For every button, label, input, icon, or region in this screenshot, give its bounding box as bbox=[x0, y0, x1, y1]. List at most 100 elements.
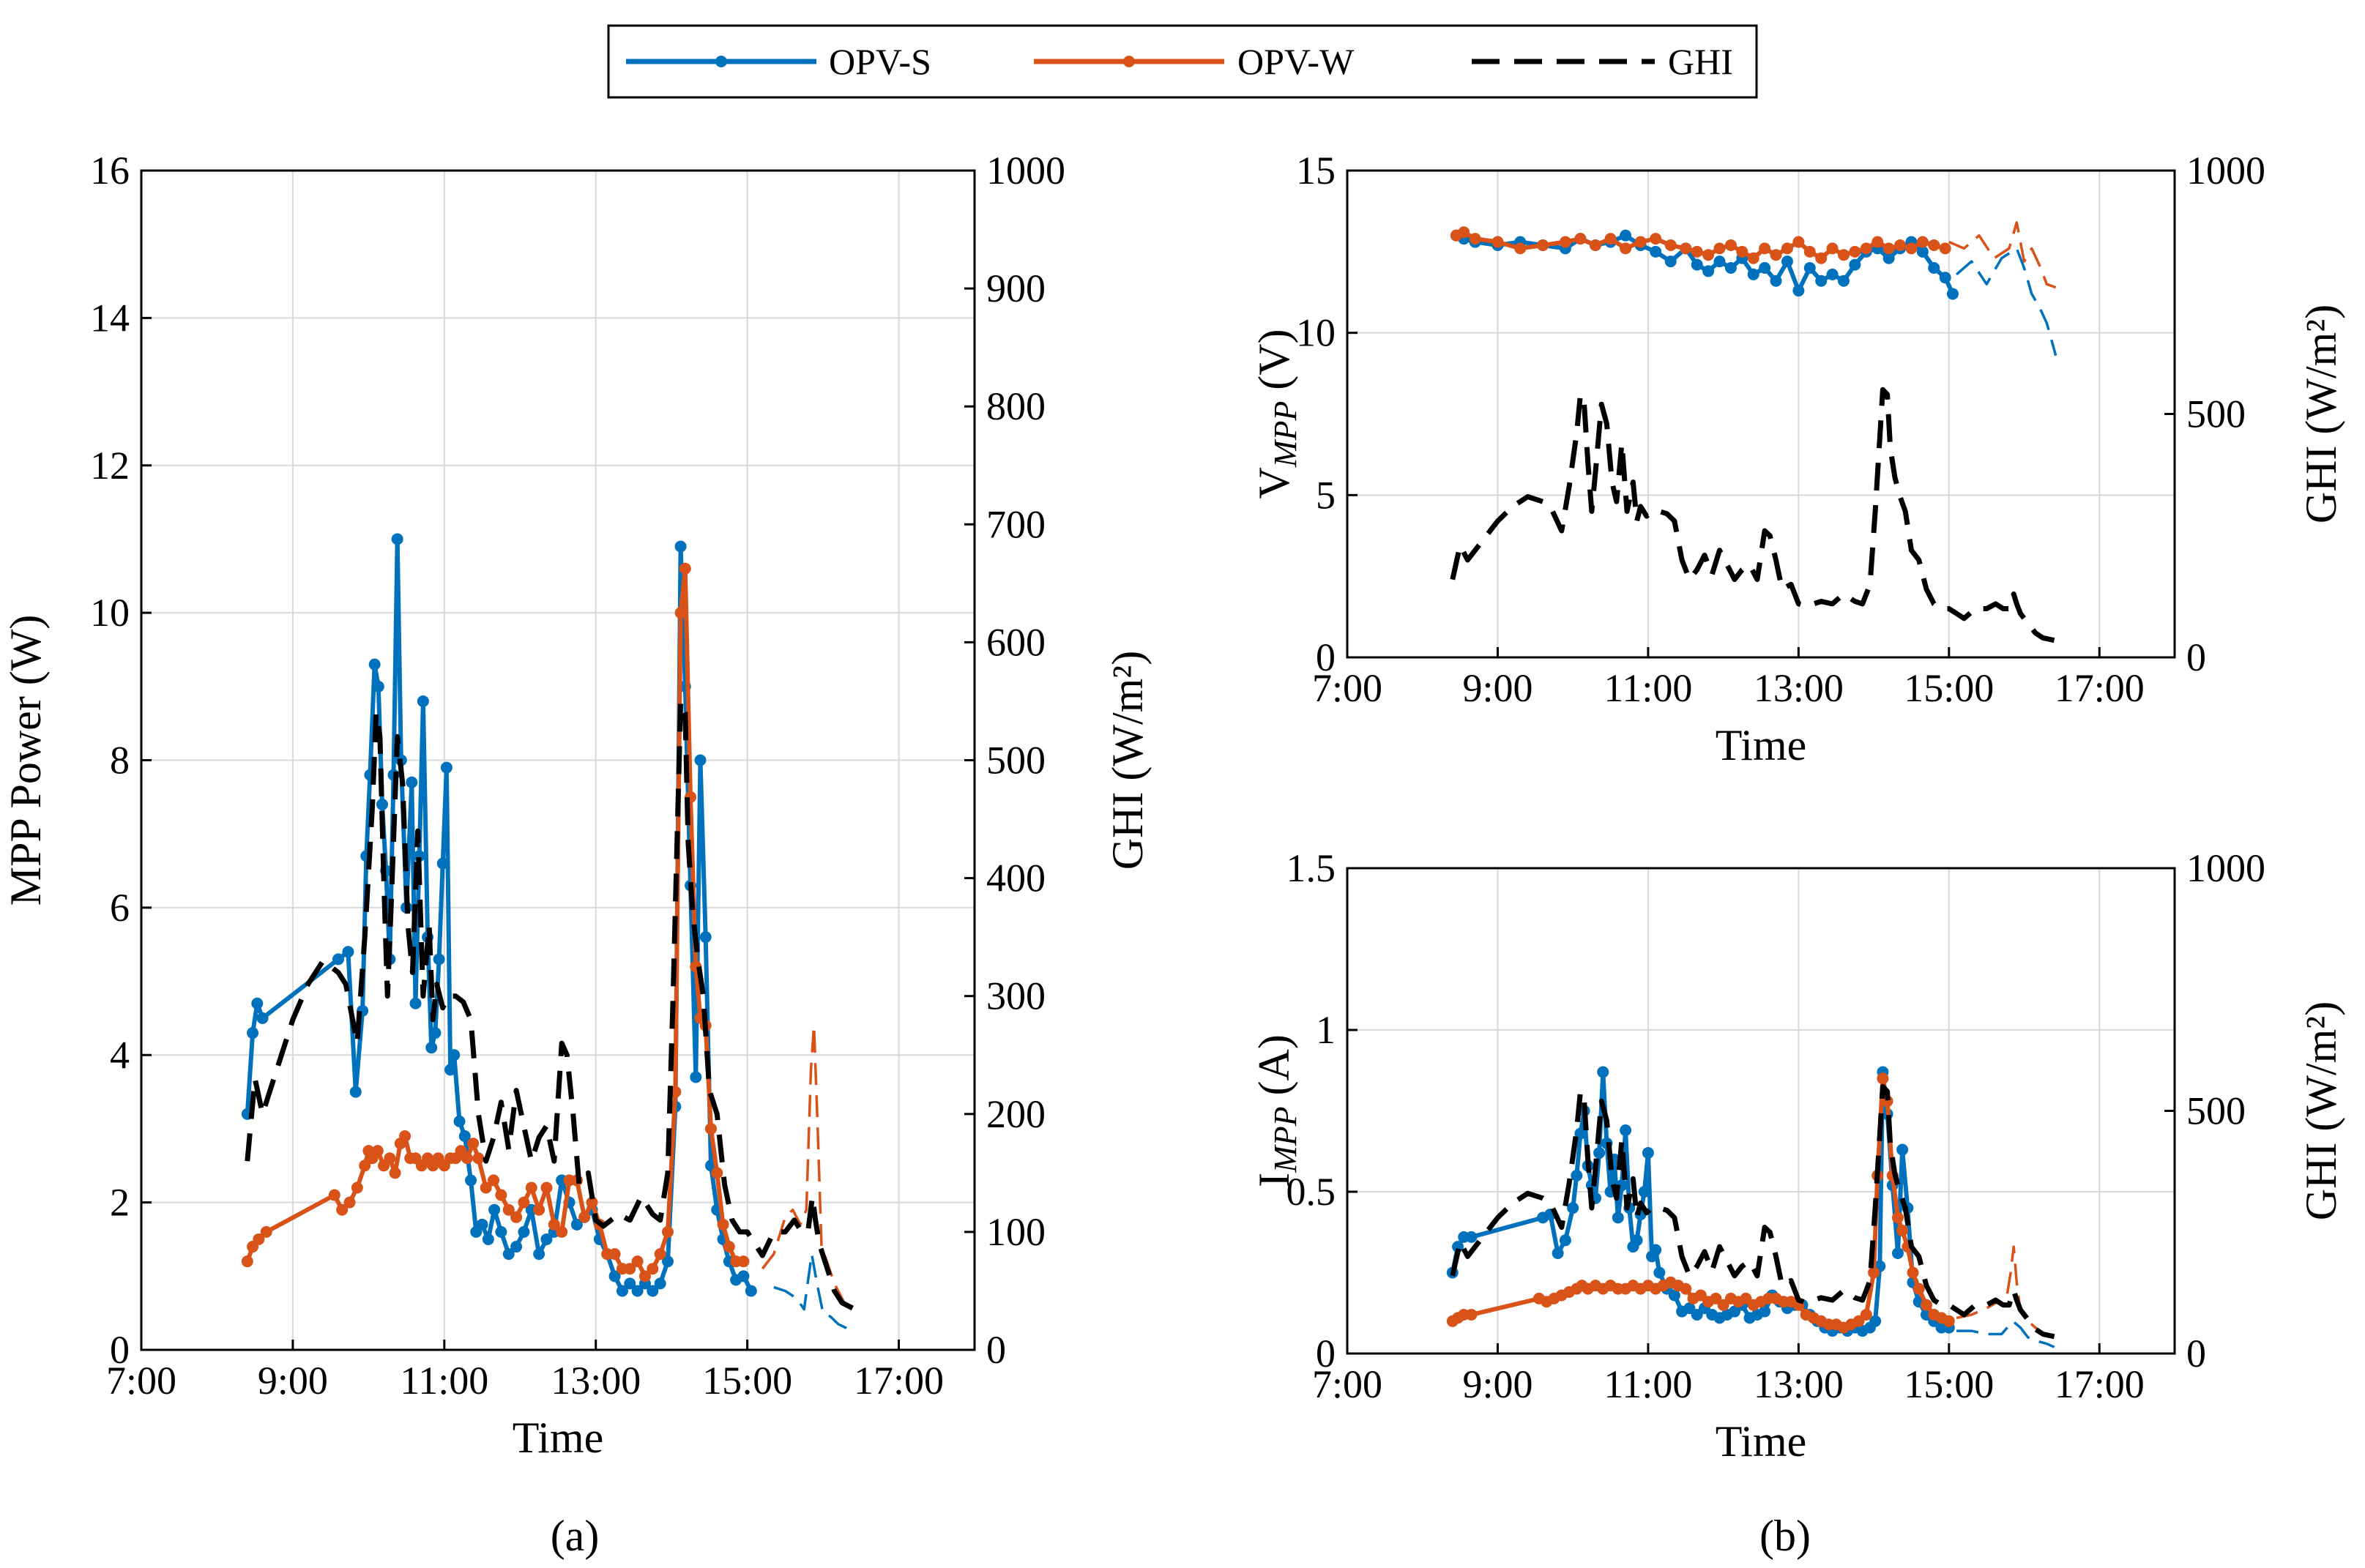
data-point bbox=[433, 953, 445, 966]
data-point bbox=[1634, 236, 1647, 248]
data-point bbox=[1770, 249, 1782, 261]
data-point bbox=[1680, 242, 1692, 255]
data-point bbox=[1650, 245, 1662, 258]
chart-b-voltage: 7:00 9:00 11:00 13:00 15:00 17:00 0 5 10 15 0 500 10… bbox=[1250, 149, 2345, 769]
y-tick-label: 12 bbox=[90, 444, 130, 488]
data-point bbox=[711, 1167, 723, 1179]
data-point bbox=[1916, 245, 1929, 258]
data-point bbox=[328, 1189, 340, 1201]
data-point bbox=[1792, 236, 1805, 248]
data-point bbox=[624, 1277, 636, 1290]
y2-tick-label: 400 bbox=[986, 856, 1046, 900]
data-point bbox=[1869, 1315, 1882, 1327]
data-point bbox=[631, 1255, 644, 1268]
x-tick-label: 15:00 bbox=[702, 1359, 792, 1403]
data-point bbox=[1702, 265, 1715, 277]
data-point bbox=[1736, 245, 1748, 258]
data-point bbox=[1491, 236, 1504, 248]
data-point bbox=[1702, 249, 1715, 261]
data-point bbox=[1620, 242, 1632, 255]
y-tick-label: 6 bbox=[110, 886, 130, 930]
y2-tick-label: 500 bbox=[986, 739, 1046, 783]
data-point bbox=[586, 1196, 598, 1209]
x-tick-label: 17:00 bbox=[2055, 666, 2145, 710]
data-point bbox=[1552, 1247, 1564, 1259]
legend: OPV-S OPV-W GHI bbox=[607, 24, 1758, 99]
data-point bbox=[482, 1233, 494, 1245]
x-tick-label: 7:00 bbox=[1312, 666, 1382, 710]
data-point bbox=[406, 776, 418, 788]
chart-a-power: 7:00 9:00 11:00 13:00 15:00 17:00 0 2 4 6 8 10 12 14 1… bbox=[1, 149, 1152, 1462]
data-point bbox=[1668, 1289, 1680, 1302]
data-point bbox=[440, 761, 452, 774]
data-point bbox=[1896, 1143, 1909, 1156]
data-point bbox=[251, 997, 264, 1009]
data-point bbox=[1574, 1127, 1587, 1140]
data-point bbox=[679, 562, 691, 575]
data-point bbox=[540, 1233, 553, 1245]
data-point bbox=[1877, 1072, 1889, 1085]
series-line-ghi bbox=[1450, 1083, 2055, 1340]
y2-axis-label: GHI (W/m²) bbox=[1103, 651, 1152, 870]
data-point bbox=[1815, 252, 1828, 264]
data-point bbox=[480, 1181, 492, 1194]
data-point bbox=[737, 1255, 750, 1268]
data-point bbox=[465, 1174, 477, 1187]
data-point bbox=[1838, 249, 1850, 261]
data-point bbox=[1891, 1247, 1904, 1259]
y-tick-label: 10 bbox=[90, 591, 130, 635]
y2-tick-label: 1000 bbox=[2186, 846, 2265, 890]
data-point bbox=[1815, 275, 1828, 287]
data-point bbox=[638, 1270, 651, 1283]
data-point bbox=[349, 1086, 362, 1098]
x-axis-label: Time bbox=[1716, 721, 1807, 769]
data-point bbox=[540, 1181, 553, 1194]
x-axis-label: Time bbox=[1716, 1417, 1807, 1466]
data-point bbox=[1713, 255, 1726, 268]
y2-axis-label: GHI (W/m²) bbox=[2297, 305, 2345, 524]
chart-b-current: 7:00 9:00 11:00 13:00 15:00 17:00 0 0.5 1 1.5 0 500… bbox=[1250, 846, 2345, 1466]
data-point bbox=[1458, 226, 1470, 239]
plot-frame bbox=[1346, 867, 2176, 1355]
data-point bbox=[674, 607, 687, 619]
data-point bbox=[241, 1255, 253, 1268]
x-axis-label: Time bbox=[513, 1414, 604, 1462]
data-point bbox=[1871, 236, 1884, 248]
data-point bbox=[1574, 233, 1587, 245]
data-point bbox=[1567, 1202, 1579, 1214]
data-point bbox=[1650, 233, 1662, 245]
data-point bbox=[1691, 245, 1703, 258]
data-point bbox=[389, 1167, 401, 1179]
y2-tick-label: 200 bbox=[986, 1092, 1046, 1136]
data-point bbox=[1939, 242, 1951, 255]
y-tick-label: 15 bbox=[1296, 149, 1336, 193]
data-point bbox=[624, 1263, 636, 1275]
data-point bbox=[1826, 268, 1839, 280]
data-point bbox=[436, 857, 449, 870]
y2-tick-label: 300 bbox=[986, 974, 1046, 1018]
data-point bbox=[1650, 1244, 1662, 1256]
data-point bbox=[1747, 252, 1759, 264]
series-line-opv_s-extended bbox=[1956, 1320, 2055, 1348]
data-point bbox=[723, 1241, 735, 1253]
data-point bbox=[1469, 233, 1481, 245]
data-point bbox=[1691, 258, 1703, 271]
data-point bbox=[1770, 275, 1782, 287]
y-tick-label: 4 bbox=[110, 1033, 130, 1077]
data-point bbox=[351, 1181, 363, 1194]
x-tick-label: 15:00 bbox=[1904, 666, 1994, 710]
data-point bbox=[699, 931, 712, 944]
y2-tick-label: 0 bbox=[2186, 1332, 2206, 1375]
data-point bbox=[1826, 242, 1839, 255]
series-line-opv_s-extended bbox=[773, 1252, 854, 1337]
data-point bbox=[256, 1012, 269, 1024]
x-tick-label: 9:00 bbox=[258, 1359, 328, 1403]
y-tick-label: 14 bbox=[90, 296, 130, 340]
data-point bbox=[654, 1277, 666, 1290]
y2-tick-label: 700 bbox=[986, 502, 1046, 546]
data-point bbox=[1781, 255, 1793, 268]
data-point bbox=[476, 1218, 488, 1231]
data-point bbox=[399, 1130, 411, 1143]
data-point bbox=[1604, 233, 1617, 245]
